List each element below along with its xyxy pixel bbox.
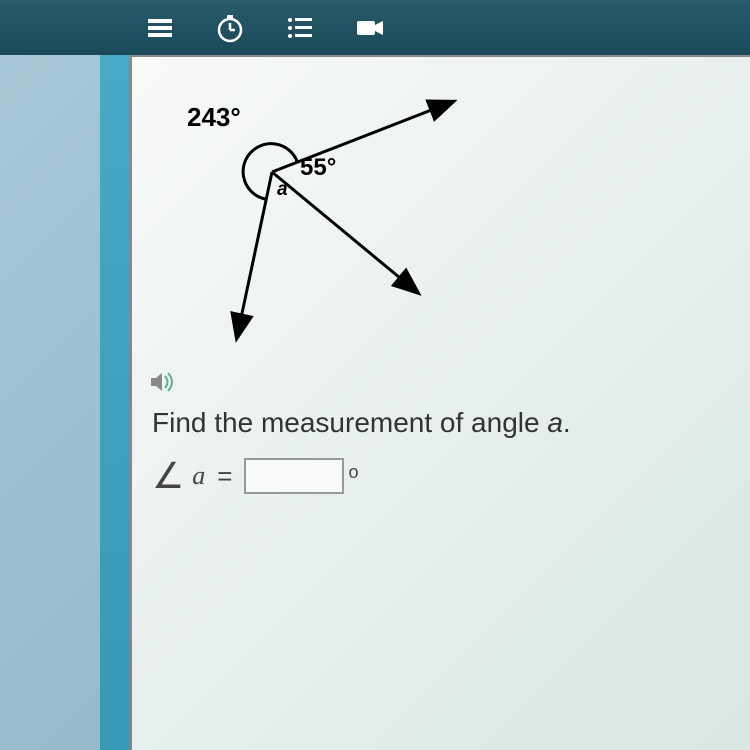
answer-input[interactable]: [244, 458, 344, 494]
angle-a-label: a: [277, 179, 288, 201]
sidebar: [100, 55, 130, 750]
variable-a: a: [192, 461, 205, 491]
angle-243-label: 243°: [187, 102, 241, 133]
equals-sign: =: [217, 461, 232, 492]
prompt-var: a: [547, 407, 563, 438]
degree-symbol: o: [348, 462, 358, 483]
menu-icon[interactable]: [140, 8, 180, 48]
audio-icon[interactable]: [147, 367, 177, 397]
angle-55-label: 55°: [300, 154, 336, 182]
list-icon[interactable]: [280, 8, 320, 48]
prompt-prefix: Find the measurement of angle: [152, 407, 547, 438]
video-icon[interactable]: [350, 8, 390, 48]
content-area: 243° 55° a Find the measurement of angle…: [130, 55, 750, 750]
toolbar: [0, 0, 750, 55]
timer-icon[interactable]: [210, 8, 250, 48]
question-prompt: Find the measurement of angle a.: [152, 407, 571, 439]
answer-row: ∠ a = o: [152, 455, 358, 497]
angle-symbol: ∠: [152, 455, 184, 497]
prompt-suffix: .: [563, 407, 571, 438]
angle-diagram: 243° 55° a: [162, 77, 512, 357]
